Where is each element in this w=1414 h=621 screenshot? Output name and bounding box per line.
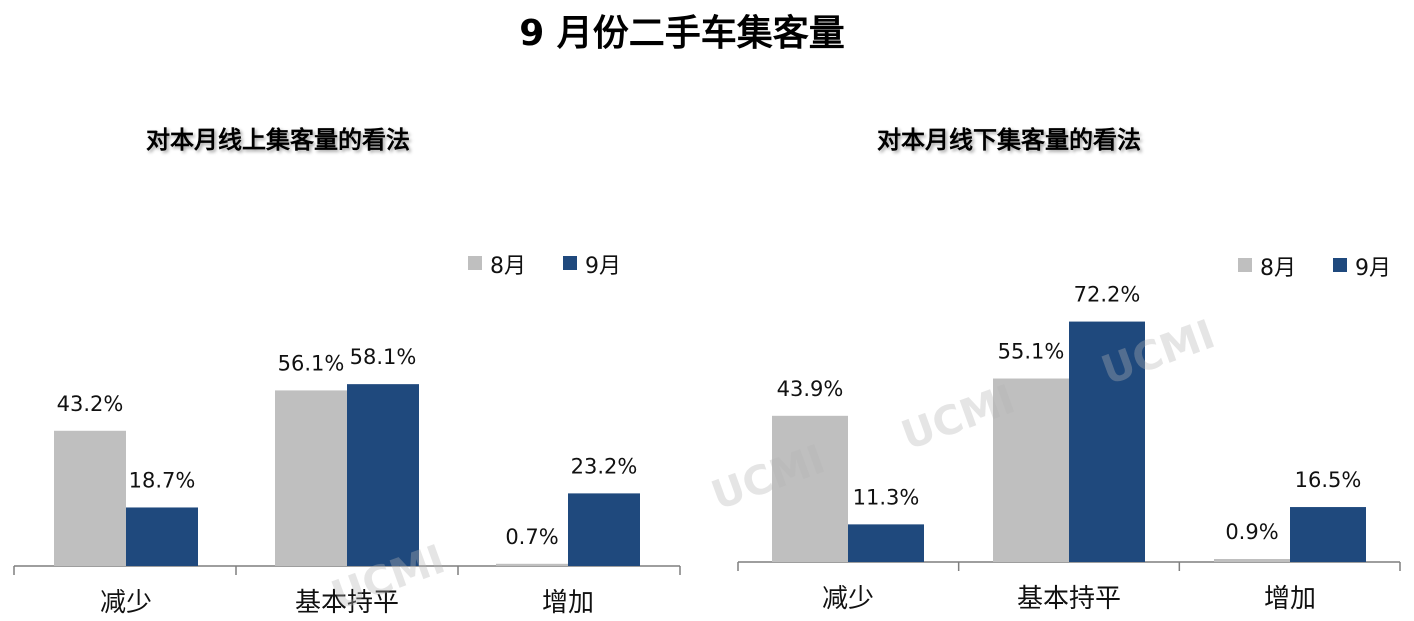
data-label: 43.9% [777, 377, 844, 401]
legend-swatch-sep [1333, 258, 1347, 272]
data-label: 0.7% [505, 525, 558, 549]
chart-offline: 43.9% 11.3% 减少 55.1% 72.2% 基本持平 0.9% 16.5% 增加 8月 9… [737, 256, 1401, 614]
bar-aug [993, 378, 1069, 562]
data-label: 56.1% [278, 351, 345, 375]
data-label: 0.9% [1225, 520, 1278, 544]
data-label: 43.2% [57, 392, 124, 416]
bar-aug [275, 390, 347, 566]
data-label: 55.1% [998, 340, 1065, 364]
data-label: 16.5% [1295, 468, 1362, 492]
category-label: 减少 [100, 588, 152, 618]
bar-aug [772, 415, 848, 562]
legend-swatch-aug [468, 256, 482, 270]
legend-label: 9月 [1355, 256, 1391, 281]
legend-label: 9月 [585, 254, 621, 279]
category-label: 基本持平 [1017, 584, 1121, 614]
bar-sep [347, 384, 419, 566]
data-label: 58.1% [350, 345, 417, 369]
data-label: 72.2% [1074, 283, 1141, 307]
bar-sep [1069, 321, 1145, 562]
bar-aug [496, 563, 568, 566]
chart-title-online: 对本月线上集客量的看法 [146, 126, 410, 154]
bar-sep [126, 507, 198, 566]
category-label: 增加 [1264, 584, 1316, 614]
category-label: 减少 [822, 584, 874, 614]
data-label: 11.3% [853, 485, 920, 509]
bar-aug [54, 430, 126, 566]
category-label: 基本持平 [295, 588, 399, 618]
chart-title-offline: 对本月线下集客量的看法 [877, 126, 1141, 154]
legend-label: 8月 [1260, 256, 1296, 281]
chart-online: 43.2% 18.7% 减少 56.1% 58.1% 基本持平 0.7% 23.2% 增加 8月 9… [13, 254, 681, 618]
bar-sep [1290, 507, 1366, 562]
legend-swatch-aug [1238, 258, 1252, 272]
bar-sep [848, 524, 924, 562]
data-label: 18.7% [129, 468, 196, 492]
legend-swatch-sep [563, 256, 577, 270]
data-label: 23.2% [571, 454, 638, 478]
category-label: 增加 [542, 588, 594, 618]
bar-sep [568, 493, 640, 566]
legend-label: 8月 [490, 254, 526, 279]
page-title: 9 月份二手车集客量 [519, 13, 845, 54]
bar-aug [1214, 559, 1290, 562]
